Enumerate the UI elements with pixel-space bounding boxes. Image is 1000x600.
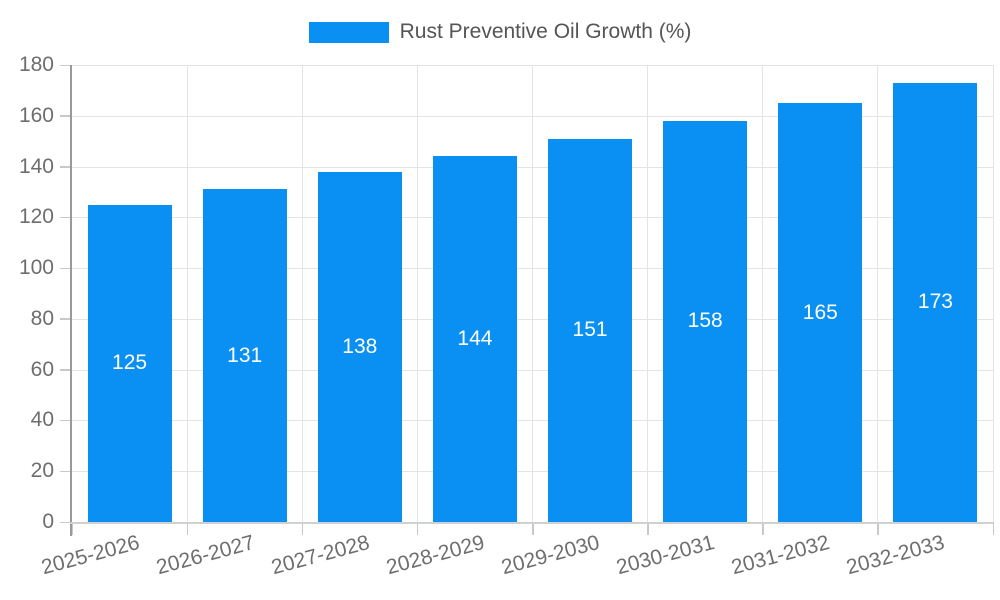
v-gridline [186, 65, 188, 522]
bar-value-label: 165 [802, 300, 838, 324]
y-axis-tick [60, 318, 70, 320]
y-axis-tick [60, 64, 70, 66]
y-tick-label: 120 [18, 205, 54, 229]
v-gridline [992, 65, 994, 522]
y-tick-label: 40 [30, 408, 54, 432]
bar[interactable] [893, 82, 978, 522]
v-gridline [647, 65, 649, 522]
x-axis-tick [647, 522, 649, 535]
y-axis-tick [60, 369, 70, 371]
v-gridline [877, 65, 879, 522]
x-axis-tick [71, 522, 73, 535]
y-axis-line [70, 65, 72, 536]
y-tick-label: 160 [18, 103, 54, 127]
v-gridline [416, 65, 418, 522]
y-tick-label: 0 [42, 510, 54, 533]
y-axis-tick [60, 166, 70, 168]
y-axis-tick [60, 521, 70, 523]
y-axis-tick [60, 470, 70, 473]
x-axis-tick [877, 522, 879, 535]
bar-value-label: 138 [342, 334, 378, 358]
bar[interactable] [202, 189, 287, 522]
x-axis-tick [416, 522, 419, 535]
y-axis-tick [60, 419, 70, 422]
bar[interactable] [548, 138, 633, 522]
bar-value-label: 173 [917, 290, 953, 314]
y-tick-label: 80 [30, 306, 54, 330]
y-axis-tick [60, 115, 70, 117]
bar[interactable] [663, 120, 748, 522]
bar[interactable] [87, 204, 172, 522]
bar[interactable] [317, 171, 402, 522]
y-tick-label: 140 [18, 154, 54, 178]
v-gridline [301, 65, 303, 522]
bar-value-label: 158 [687, 309, 723, 333]
x-axis-tick [992, 522, 994, 535]
bar-value-label: 131 [227, 343, 263, 367]
bar-value-label: 151 [572, 318, 608, 342]
x-axis-tick [762, 522, 764, 535]
v-gridline [532, 65, 533, 522]
y-tick-label: 20 [30, 459, 54, 483]
bar[interactable] [432, 156, 517, 522]
legend[interactable]: Rust Preventive Oil Growth (%) [0, 20, 1000, 44]
bar-value-label: 125 [112, 351, 148, 375]
v-gridline [762, 65, 764, 522]
bar-value-label: 144 [457, 327, 493, 351]
y-tick-label: 60 [30, 357, 54, 381]
bar[interactable] [778, 103, 863, 522]
y-axis-tick [60, 216, 70, 219]
legend-label: Rust Preventive Oil Growth (%) [399, 20, 692, 43]
y-tick-label: 100 [18, 256, 54, 280]
legend-swatch [308, 21, 389, 43]
y-tick-label: 180 [18, 53, 54, 76]
y-axis-tick [60, 267, 70, 270]
x-axis-tick [532, 522, 534, 535]
plot-area: 0 20 40 60 80 100 120 140 160 180 125 131 138 144 151 1… [19, 53, 994, 579]
x-axis-tick [301, 522, 304, 535]
x-axis-line [70, 522, 993, 524]
x-axis-tick [186, 522, 189, 535]
